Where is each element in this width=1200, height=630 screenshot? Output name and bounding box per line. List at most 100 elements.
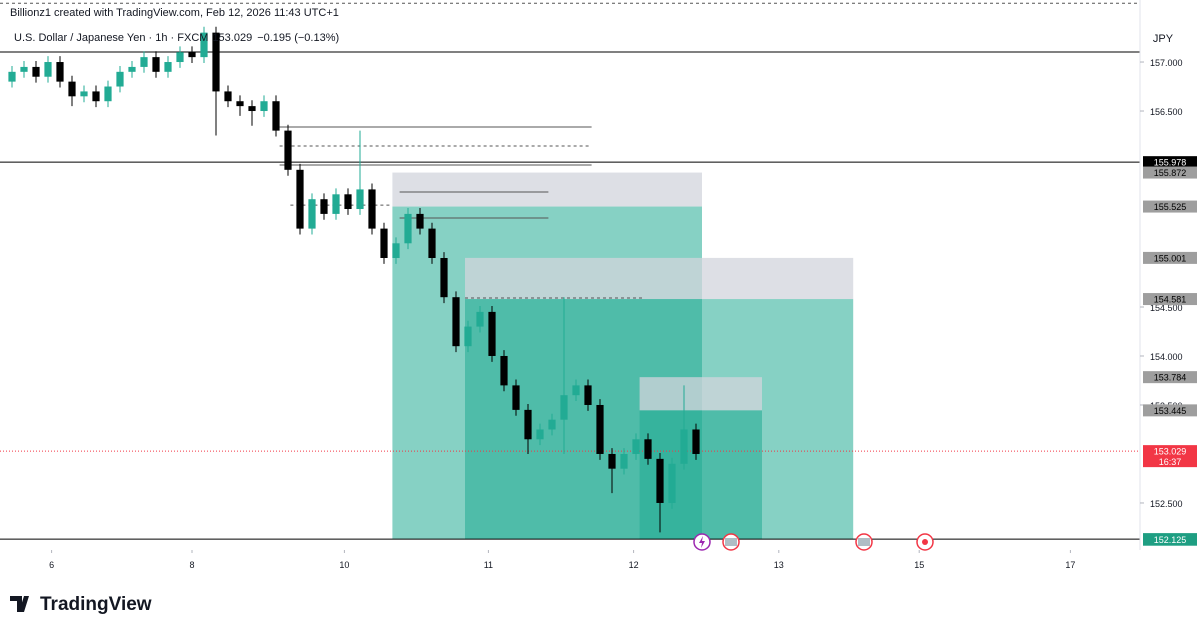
- stop-zone: [465, 257, 854, 300]
- price-label: 152.125: [1154, 535, 1187, 545]
- y-tick-label: 157.000: [1150, 58, 1183, 68]
- candle-body: [176, 52, 184, 63]
- candle-body: [296, 169, 304, 229]
- candle-body: [680, 429, 688, 464]
- candle-body: [356, 189, 364, 210]
- y-tick-label: 154.500: [1150, 303, 1183, 313]
- y-tick-label: 152.500: [1150, 499, 1183, 509]
- price-label: 153.029: [1154, 447, 1187, 457]
- price-change: −0.195 (−0.13%): [257, 32, 339, 44]
- candle-body: [8, 71, 16, 82]
- candle-body: [200, 32, 208, 58]
- candle-body: [596, 404, 604, 454]
- price-label-bg: [1143, 445, 1197, 468]
- price-label: 155.978: [1154, 158, 1187, 168]
- price-label: 153.445: [1154, 406, 1187, 416]
- candle-body: [236, 101, 244, 107]
- flag-glyph: [725, 538, 737, 546]
- candle-body: [128, 66, 136, 72]
- candle-body: [392, 243, 400, 258]
- logo-mark: [10, 596, 29, 612]
- candle-body: [692, 429, 700, 454]
- candle-body: [440, 257, 448, 298]
- candle-body: [524, 409, 532, 440]
- price-label-bg: [1143, 371, 1197, 384]
- candle-body: [560, 395, 568, 420]
- candle-body: [92, 91, 100, 102]
- candle-body: [608, 453, 616, 469]
- x-tick-label: 11: [484, 560, 493, 570]
- x-tick-label: 12: [629, 560, 639, 570]
- attribution: Billionz1 created with TradingView.com, …: [10, 7, 339, 19]
- price-label-bg: [1143, 293, 1197, 306]
- event-icon-glyph: [699, 536, 705, 548]
- candle-body: [584, 385, 592, 405]
- candle-body: [404, 213, 412, 244]
- price-label: 155.525: [1154, 202, 1187, 212]
- price-label: 155.872: [1154, 168, 1187, 178]
- candle-body: [632, 439, 640, 454]
- symbol-name: U.S. Dollar / Japanese Yen · 1h · FXCM: [14, 32, 208, 44]
- event-icons[interactable]: [693, 533, 934, 551]
- x-tick-label: 15: [914, 560, 924, 570]
- candle-body: [260, 101, 268, 112]
- candle-body: [68, 81, 76, 97]
- candle-body: [272, 101, 280, 131]
- candle-body: [44, 62, 52, 77]
- stop-zone: [392, 172, 702, 207]
- candle-body: [416, 213, 424, 229]
- price-label-bg: [1143, 251, 1197, 264]
- candle-body: [464, 326, 472, 347]
- candle-body: [308, 199, 316, 229]
- price-label: 153.784: [1154, 373, 1187, 383]
- x-tick-label: 6: [49, 560, 54, 570]
- flag-glyph: [858, 538, 870, 546]
- candle-body: [32, 66, 40, 77]
- price-label-bg: [1143, 156, 1197, 169]
- candle-body: [500, 355, 508, 386]
- candle-body: [188, 52, 196, 58]
- candle-body: [512, 385, 520, 410]
- price-label-bg: [1143, 533, 1197, 546]
- candle-body: [668, 463, 676, 503]
- candle-body: [116, 71, 124, 87]
- price-label-bg: [1143, 200, 1197, 213]
- price-label-bg: [1143, 404, 1197, 417]
- y-tick-label: 156.500: [1150, 107, 1183, 117]
- candle-body: [152, 57, 160, 72]
- price-axis: 157.000156.500154.500154.000153.500152.5…: [1140, 58, 1197, 546]
- candle-body: [476, 311, 484, 327]
- price-label: 155.001: [1154, 253, 1187, 263]
- currency: JPY: [1153, 33, 1174, 45]
- candle-body: [452, 297, 460, 347]
- candle-body: [656, 458, 664, 503]
- candle-body: [572, 385, 580, 396]
- candle-body: [488, 311, 496, 356]
- candle-body: [140, 57, 148, 67]
- candle-body: [212, 32, 220, 92]
- candle-body: [104, 86, 112, 102]
- candle-body: [320, 199, 328, 214]
- candle-body: [536, 429, 544, 440]
- last-price: 153.029: [212, 32, 252, 44]
- candle-body: [224, 91, 232, 102]
- x-tick-label: 13: [774, 560, 784, 570]
- price-label: 154.581: [1154, 295, 1187, 305]
- candle-body: [80, 91, 88, 97]
- candle-body: [380, 228, 388, 258]
- y-tick-label: 154.000: [1150, 352, 1183, 362]
- candle-body: [344, 194, 352, 210]
- symbol: U.S. Dollar / Japanese Yen · 1h · FXCM 15…: [14, 32, 339, 44]
- stop-zone: [639, 377, 762, 411]
- candle-body: [620, 453, 628, 469]
- candle-body: [644, 439, 652, 459]
- candle-body: [332, 194, 340, 214]
- x-tick-label: 8: [189, 560, 194, 570]
- plot-area: [0, 2, 1140, 540]
- x-tick-label: 17: [1065, 560, 1075, 570]
- candle-body: [248, 106, 256, 112]
- candle-body: [368, 189, 376, 229]
- candle-body: [548, 419, 556, 430]
